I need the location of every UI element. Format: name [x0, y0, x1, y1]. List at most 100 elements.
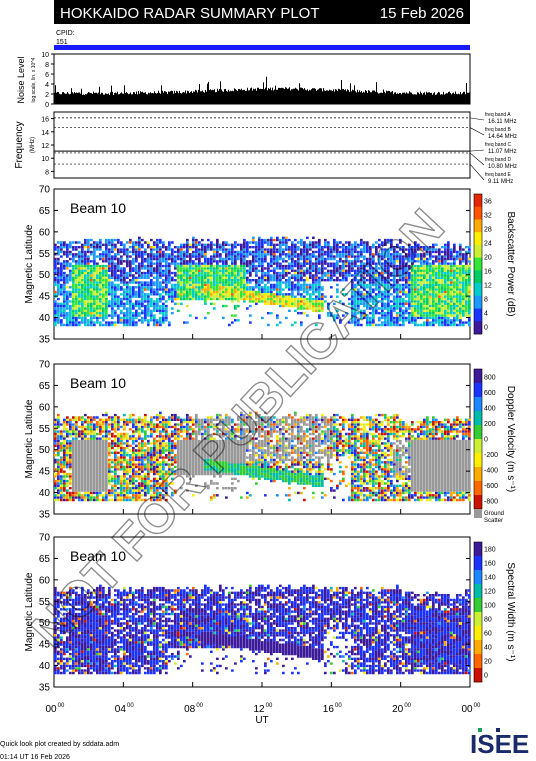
colorbar-swatch — [474, 626, 482, 641]
lat-tick-label: 45 — [39, 640, 51, 651]
scatter-series — [66, 591, 471, 675]
scatter-cells — [54, 236, 471, 327]
colorbar-swatch — [474, 612, 482, 627]
lat-tick-label: 45 — [39, 467, 51, 478]
scatter-cells — [54, 584, 471, 675]
freq-band-value: 10.80 MHz — [488, 164, 517, 170]
colorbar-swatch — [474, 439, 482, 454]
colorbar-swatch — [474, 411, 482, 426]
time-tick-label: 20 — [392, 704, 404, 715]
time-tick-label: 00 — [461, 704, 473, 715]
frequency-panel: 8 10 12 14 16 Frequency (MHz) freq band A16.… — [14, 111, 517, 185]
freq-ylabel: Frequency — [14, 121, 25, 168]
time-tick-sup: 00 — [58, 703, 65, 709]
scatter-series — [54, 584, 471, 675]
lat-tick-label: 50 — [39, 270, 51, 281]
time-tick-sup: 00 — [196, 703, 203, 709]
panel-velocity: 35 40 45 50 55 60 65 70 Magnetic Latitude Beam 10… — [24, 360, 516, 525]
colorbar-frame — [473, 368, 483, 510]
freq-band-pointer — [469, 127, 485, 136]
time-tick-label: 04 — [115, 704, 127, 715]
colorbar-tick-label: 400 — [484, 405, 496, 412]
scatter-series — [54, 236, 468, 284]
freq-band-pointer — [469, 152, 485, 166]
beam-panels: 35 40 45 50 55 60 65 70 Magnetic Latitude Beam 10… — [24, 185, 516, 694]
noise-axis: 0 2 4 6 8 10 — [41, 52, 54, 109]
colorbar-tick-label: 24 — [484, 241, 492, 248]
scatter-cells — [54, 411, 471, 502]
plot-date: 15 Feb 2026 — [380, 5, 464, 22]
x-axis-label: UT — [255, 715, 268, 726]
colorbar-swatch — [474, 321, 482, 335]
beam-label: Beam 10 — [70, 548, 126, 564]
noise-trace — [54, 76, 470, 104]
colorbar-swatch — [474, 668, 482, 683]
freq-band-name: freq band A — [485, 112, 511, 118]
noise-tick-label: 4 — [45, 82, 49, 89]
colorbar-swatch — [474, 232, 482, 246]
colorbar-tick-label: 28 — [484, 227, 492, 234]
freq-band-value: 16.11 MHz — [488, 119, 517, 125]
colorbar-swatch — [474, 270, 482, 284]
freq-bands — [54, 117, 470, 165]
panel-ylabel: Magnetic Latitude — [24, 224, 35, 303]
colorbar-tick-label: 20 — [484, 255, 492, 262]
colorbar-tick-label: 0 — [484, 437, 488, 444]
colorbar-tick-label: 200 — [484, 421, 496, 428]
freq-band-name: freq band E — [485, 172, 512, 178]
scatter-series — [54, 264, 471, 327]
freq-band-pointer — [469, 163, 485, 181]
freq-band-value: 11.07 MHz — [488, 149, 517, 155]
freq-band-value: 14.64 MHz — [488, 134, 517, 140]
lat-tick-label: 55 — [39, 424, 51, 435]
colorbar-tick-label: 12 — [484, 283, 492, 290]
lat-tick-label: 50 — [39, 445, 51, 456]
lat-tick-label: 70 — [39, 533, 51, 544]
freq-yunit: (MHz) — [30, 137, 36, 153]
scatter-series — [54, 413, 465, 502]
lat-tick-label: 60 — [39, 227, 51, 238]
time-tick-label: 12 — [253, 704, 265, 715]
freq-band-value: 9.11 MHz — [488, 179, 513, 185]
colorbar-frame — [473, 541, 483, 683]
ground-scatter-swatch — [474, 510, 482, 518]
colorbar-tick-label: 120 — [484, 589, 496, 596]
panel-width: 35 40 45 50 55 60 65 70 Magnetic Latitude Beam 10… — [24, 533, 516, 694]
scatter-series — [72, 584, 453, 675]
time-tick-sup: 00 — [474, 703, 481, 709]
panel-ylabel: Magnetic Latitude — [24, 572, 35, 651]
freq-tick-label: 10 — [41, 156, 49, 163]
colorbar-tick-label: 600 — [484, 390, 496, 397]
scatter-series — [54, 236, 471, 327]
noise-panel: 0 2 4 6 8 10 Noise Level log scale, lin. x 10… — [16, 52, 471, 109]
colorbar-tick-label: -600 — [484, 483, 498, 490]
lat-tick-label: 40 — [39, 661, 51, 672]
lat-tick-label: 60 — [39, 575, 51, 586]
freq-band-legend: freq band A16.11 MHz freq band B14.64 MHz… — [469, 112, 517, 185]
colorbar-swatch — [474, 383, 482, 398]
freq-band-pointer — [469, 149, 485, 152]
colorbar-swatch — [474, 570, 482, 585]
panel-ylabel: Magnetic Latitude — [24, 399, 35, 478]
noise-series — [54, 76, 470, 104]
colorbar-swatch — [474, 206, 482, 220]
freq-band-name: freq band B — [485, 127, 512, 133]
lat-tick-label: 35 — [39, 510, 51, 521]
freq-band-pointer — [469, 117, 485, 121]
colorbar-tick-label: 0 — [484, 325, 488, 332]
colorbar-tick-label: 180 — [484, 547, 496, 554]
noise-tick-label: 0 — [45, 102, 49, 109]
colorbar-tick-label: 32 — [484, 213, 492, 220]
footer-credit: Quick look plot created by sddata.adm — [0, 741, 119, 748]
noise-tick-label: 8 — [45, 62, 49, 69]
colorbar-swatch — [474, 219, 482, 233]
cpid-label: CPID: — [56, 30, 75, 37]
time-tick-sup: 00 — [335, 703, 342, 709]
colorbar-tick-label: 40 — [484, 645, 492, 652]
lat-tick-label: 65 — [39, 206, 51, 217]
lat-tick-label: 65 — [39, 381, 51, 392]
colorbar-swatch — [474, 257, 482, 271]
footer-timestamp: 01:14 UT 16 Feb 2026 — [0, 754, 70, 761]
